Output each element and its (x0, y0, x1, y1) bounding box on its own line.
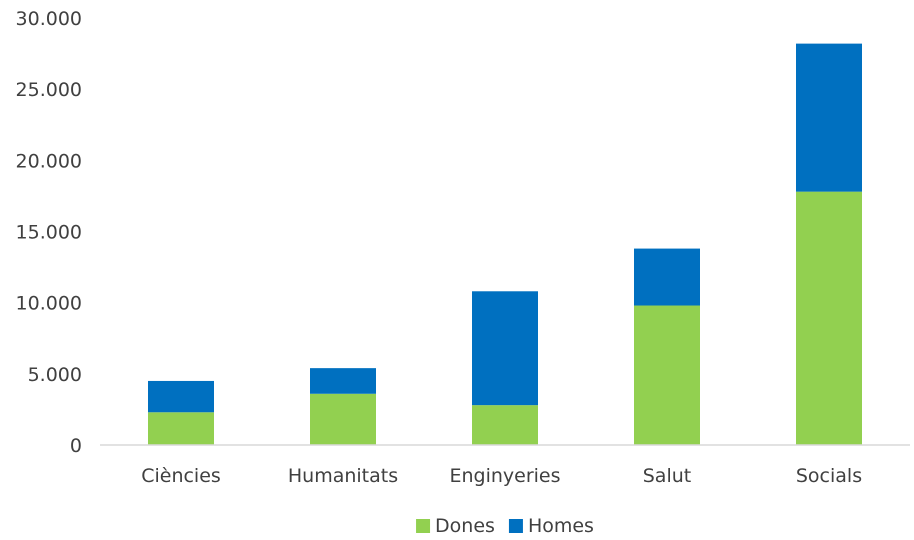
legend-swatch (508, 519, 523, 533)
y-tick-label: 20.000 (16, 150, 82, 172)
y-tick-label: 25.000 (16, 79, 82, 101)
legend-item: Homes (508, 515, 594, 537)
legend-label: Homes (528, 515, 594, 537)
x-tick-label: Ciències (141, 465, 221, 487)
bar-homes-3 (634, 248, 700, 306)
bar-homes-2 (472, 291, 538, 406)
y-tick-label: 30.000 (16, 8, 82, 30)
bar-dones-0 (148, 412, 214, 445)
legend: Dones Homes (416, 515, 594, 537)
y-tick-label: 5.000 (28, 364, 82, 386)
bar-homes-1 (310, 368, 376, 394)
y-tick-label: 0 (70, 435, 82, 457)
bar-dones-3 (634, 305, 700, 445)
bar-dones-1 (310, 393, 376, 445)
legend-item: Dones (416, 515, 495, 537)
y-tick-label: 15.000 (16, 222, 82, 244)
y-axis: 0 5.000 10.000 15.000 20.000 25.000 30.000 (16, 8, 82, 457)
legend-swatch (416, 519, 431, 533)
x-axis: Ciències Humanitats Enginyeries Salut Social… (141, 465, 862, 487)
bars (148, 43, 862, 445)
bar-dones-4 (796, 191, 862, 445)
x-tick-label: Humanitats (288, 465, 398, 487)
bar-dones-2 (472, 405, 538, 445)
x-tick-label: Enginyeries (449, 465, 560, 487)
bar-homes-4 (796, 43, 862, 192)
x-tick-label: Socials (796, 465, 862, 487)
legend-label: Dones (435, 515, 495, 537)
bar-homes-0 (148, 380, 214, 413)
y-tick-label: 10.000 (16, 293, 82, 315)
x-tick-label: Salut (643, 465, 691, 487)
